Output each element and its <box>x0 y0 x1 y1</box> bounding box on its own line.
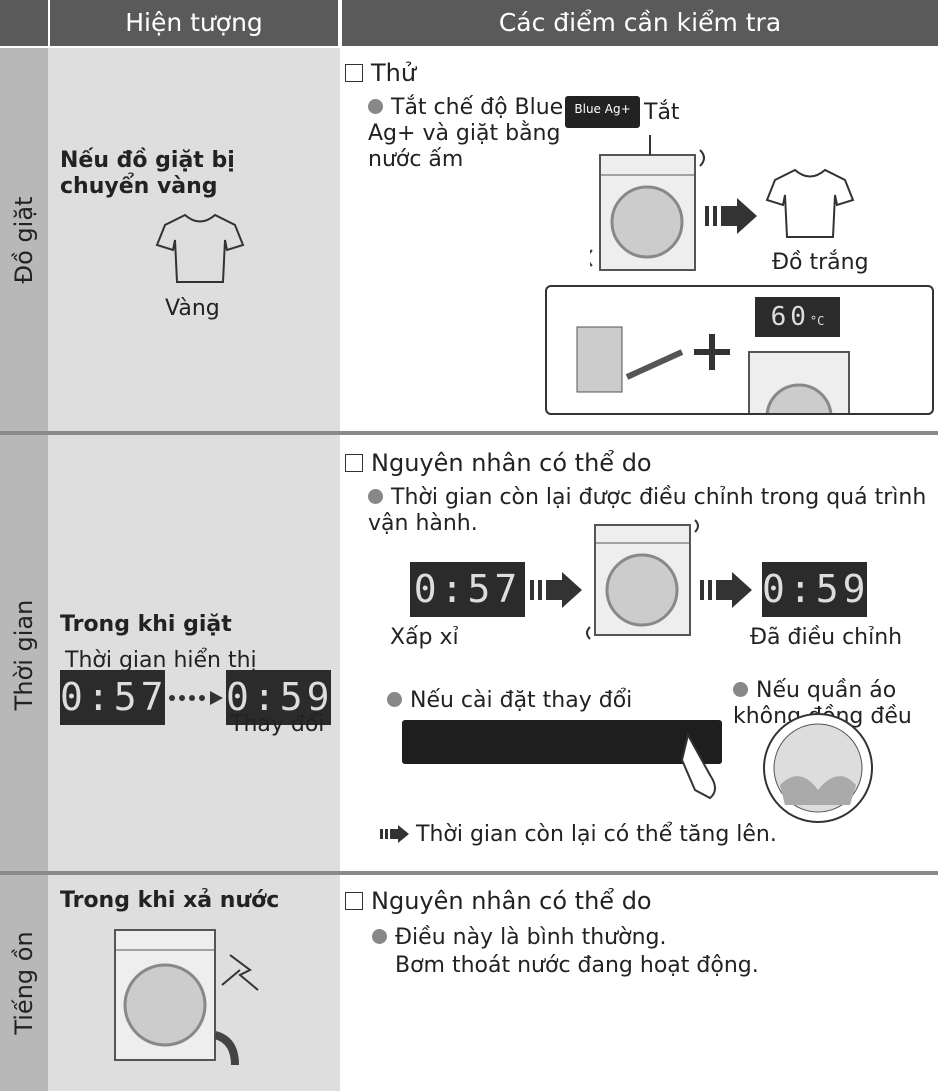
symptom-sub: Thời gian hiển thị <box>65 648 257 673</box>
check-title-text: Thử <box>371 59 417 87</box>
temp-value: 60 <box>770 302 810 332</box>
check-title-text: Nguyên nhân có thể do <box>371 887 652 915</box>
display: 0:57 <box>410 562 525 617</box>
symptom: Nếu đồ giặt bị chuyển vàng <box>60 148 235 199</box>
category: Tiếng ồn <box>10 931 38 1035</box>
washer-illustration <box>590 135 705 271</box>
callout-box: 60°C <box>545 285 934 415</box>
plus-icon <box>694 334 730 370</box>
symptom: Trong khi xả nước <box>60 888 280 913</box>
category: Đồ giặt <box>10 196 38 284</box>
check-title-text: Nguyên nhân có thể do <box>371 449 652 477</box>
mode-button: Blue Ag+ <box>565 96 640 128</box>
washer-illustration <box>586 519 699 640</box>
result-caption: Đồ trắng <box>772 250 869 275</box>
finger-icon <box>680 732 716 800</box>
checkbox <box>345 454 363 472</box>
symptom-caption: Thay đổi <box>230 712 325 737</box>
header-symptom: Hiện tượng <box>50 0 338 46</box>
row-separator <box>0 431 938 435</box>
arrow <box>380 825 409 843</box>
arrow <box>530 572 582 608</box>
caption: Đã điều chỉnh <box>750 625 903 650</box>
bullet-line: Bơm thoát nước đang hoạt động. <box>395 953 759 978</box>
temp-display: 60°C <box>755 297 840 337</box>
dotted-arrow <box>169 691 223 705</box>
bullet: Điều này là bình thường. <box>372 925 667 951</box>
symptom-column <box>48 48 340 1091</box>
bullet: Thời gian còn lại được điều chỉnh trong … <box>368 485 938 537</box>
bullet-dot <box>368 99 383 114</box>
bullet: Nếu cài đặt thay đổi <box>387 688 632 714</box>
conclusion: Thời gian còn lại có thể tăng lên. <box>380 822 777 848</box>
check-title: Nguyên nhân có thể do <box>345 888 652 914</box>
washer-partial <box>748 351 850 413</box>
bullet-dot <box>733 682 748 697</box>
bullet-dot <box>368 489 383 504</box>
bullet-dot <box>387 692 402 707</box>
washer-drain-illustration <box>114 929 259 1066</box>
checkbox <box>345 64 363 82</box>
header-corner <box>0 0 48 46</box>
arrow <box>705 198 757 234</box>
symptom: Trong khi giặt <box>60 612 232 637</box>
bullet: Tắt chế độ Blue Ag+ và giặt bằng nước ấm <box>368 95 573 173</box>
bullet-text: Tắt chế độ Blue Ag+ và giặt bằng nước ấm <box>368 95 564 172</box>
shirt-icon <box>765 168 855 238</box>
check-title: Thử <box>345 60 416 86</box>
display: 0:57 <box>60 670 165 725</box>
row-separator <box>0 871 938 875</box>
bullet-text: Điều này là bình thường. <box>395 925 667 950</box>
header-check: Các điểm cần kiểm tra <box>342 0 938 46</box>
mode-state: Tắt <box>644 100 680 125</box>
temp-unit: °C <box>809 314 825 328</box>
drum-illustration <box>763 713 873 823</box>
bullet-dot <box>372 929 387 944</box>
bullet-text: Thời gian còn lại được điều chỉnh trong … <box>368 485 927 536</box>
display: 0:59 <box>226 670 331 725</box>
arrow <box>700 572 752 608</box>
check-title: Nguyên nhân có thể do <box>345 450 652 476</box>
display: 0:59 <box>762 562 867 617</box>
caption: Xấp xỉ <box>390 625 459 650</box>
symptom-caption: Vàng <box>165 296 220 321</box>
bullet-text: Nếu cài đặt thay đổi <box>410 688 633 713</box>
category-column <box>0 48 48 1091</box>
conclusion-text: Thời gian còn lại có thể tăng lên. <box>416 822 777 847</box>
control-panel <box>402 720 722 764</box>
detergent-illustration <box>576 326 684 393</box>
shirt-icon <box>155 213 245 283</box>
checkbox <box>345 892 363 910</box>
category: Thời gian <box>10 599 38 711</box>
